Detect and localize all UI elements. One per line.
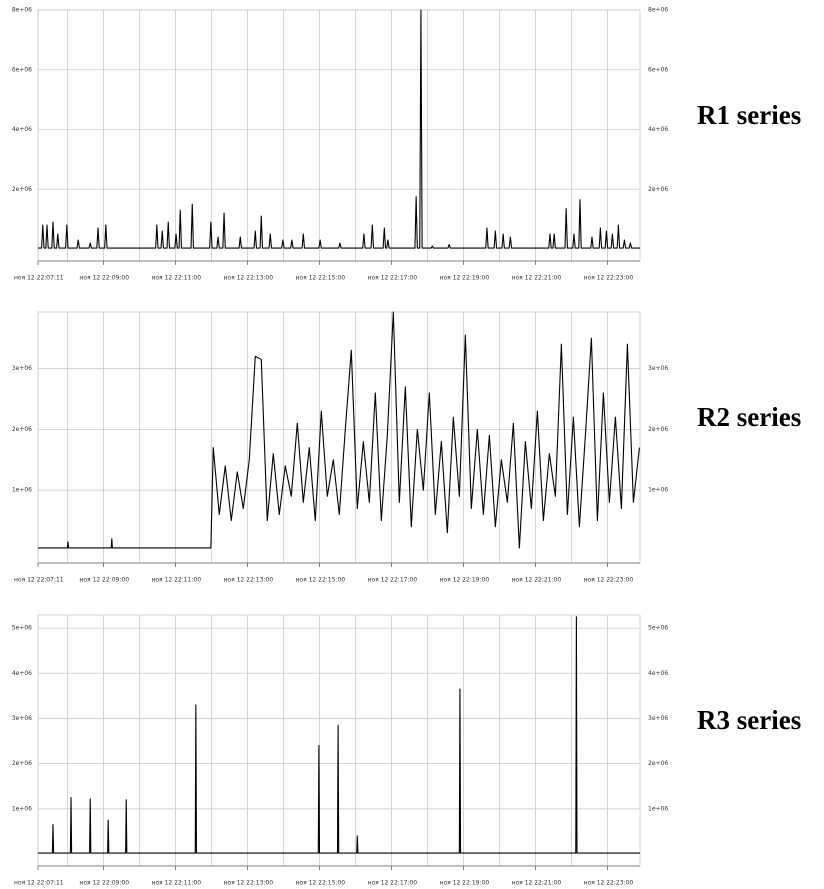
x-tick-label: ноя 12 22:15:00 [295, 577, 345, 584]
x-tick-label: ноя 12 22:17:00 [368, 275, 418, 282]
x-tick-label: ноя 12 22:23:00 [584, 577, 634, 584]
y2-tick-label: 4e+06 [648, 670, 668, 677]
x-tick-label: ноя 12 22:19:00 [440, 275, 490, 282]
y2-tick-label: 1e+06 [648, 487, 668, 494]
x-tick-label: ноя 12 22:15:00 [295, 880, 345, 887]
y-tick-label: 4e+06 [12, 670, 32, 677]
x-tick-label: ноя 12 22:11:00 [151, 275, 201, 282]
y-tick-label: 1e+06 [12, 805, 32, 812]
x-tick-label: ноя 12 22:17:00 [368, 880, 418, 887]
x-tick-label: ноя 12 22:11:00 [151, 577, 201, 584]
y2-tick-label: 3e+06 [648, 715, 668, 722]
y-tick-label: 3e+06 [12, 365, 32, 372]
x-tick-label: ноя 12 22:11:00 [151, 880, 201, 887]
x-tick-label: ноя 12 22:21:00 [512, 275, 562, 282]
chart-title: R3 series [697, 705, 801, 735]
x-tick-label: ноя 12 22:13:00 [223, 577, 273, 584]
y-tick-label: 1e+06 [12, 487, 32, 494]
x-tick-label: ноя 12 22:17:00 [368, 577, 418, 584]
plot-area [37, 311, 641, 564]
y2-tick-label: 6e+06 [648, 66, 668, 73]
series-line [38, 311, 640, 549]
y2-tick-label: 4e+06 [648, 126, 668, 133]
chart-title: R2 series [697, 402, 801, 432]
chart-title: R1 series [697, 100, 801, 130]
y2-tick-label: 1e+06 [648, 805, 668, 812]
x-tick-label: ноя 12 22:09:00 [79, 880, 129, 887]
x-tick-label: ноя 12 22:13:00 [223, 880, 273, 887]
y-tick-label: 8e+06 [12, 7, 32, 14]
y-tick-label: 5e+06 [12, 625, 32, 632]
y2-tick-label: 2e+06 [648, 760, 668, 767]
series-line [38, 9, 640, 249]
y-tick-label: 3e+06 [12, 715, 32, 722]
x-tick-label: ноя 12 22:13:00 [223, 275, 273, 282]
x-tick-label: ноя 12 22:23:00 [584, 275, 634, 282]
x-tick-label: ноя 12 22:09:00 [79, 577, 129, 584]
y2-tick-label: 8e+06 [648, 7, 668, 14]
x-tick-label: ноя 12 22:15:00 [295, 275, 345, 282]
x-tick-label: ноя 12 22:21:00 [512, 880, 562, 887]
y-tick-label: 4e+06 [12, 126, 32, 133]
y-tick-label: 2e+06 [12, 186, 32, 193]
y-tick-label: 6e+06 [12, 66, 32, 73]
plot-area [37, 9, 641, 262]
y2-tick-label: 2e+06 [648, 426, 668, 433]
series-line [38, 616, 640, 854]
y2-tick-label: 2e+06 [648, 186, 668, 193]
y-tick-label: 2e+06 [12, 760, 32, 767]
x-tick-label: ноя 12 22:07:11 [14, 880, 64, 887]
y-tick-label: 2e+06 [12, 426, 32, 433]
x-tick-label: ноя 12 22:19:00 [440, 577, 490, 584]
x-tick-label: ноя 12 22:23:00 [584, 880, 634, 887]
x-tick-label: ноя 12 22:09:00 [79, 275, 129, 282]
x-tick-label: ноя 12 22:07:11 [14, 275, 64, 282]
x-tick-label: ноя 12 22:19:00 [440, 880, 490, 887]
x-tick-label: ноя 12 22:21:00 [512, 577, 562, 584]
y2-tick-label: 5e+06 [648, 625, 668, 632]
y2-tick-label: 3e+06 [648, 365, 668, 372]
x-tick-label: ноя 12 22:07:11 [14, 577, 64, 584]
